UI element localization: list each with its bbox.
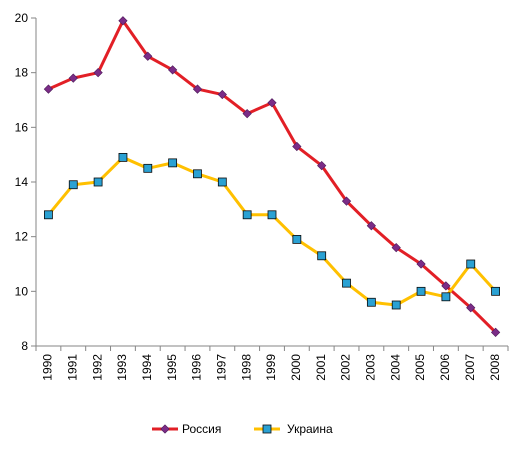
data-point-square xyxy=(292,234,302,244)
data-point-diamond xyxy=(416,259,426,269)
y-tick-label: 12 xyxy=(15,230,29,244)
series-line-2 xyxy=(46,155,498,307)
axes xyxy=(35,18,508,347)
x-tick-label: 1994 xyxy=(140,354,154,381)
data-point-square xyxy=(143,163,153,173)
data-point-diamond xyxy=(441,281,451,291)
data-point-square xyxy=(317,251,327,261)
data-point-diamond xyxy=(68,73,78,83)
data-point-diamond xyxy=(490,327,501,337)
y-tick-label: 10 xyxy=(15,284,29,298)
legend-label-1: Россия xyxy=(182,422,221,436)
data-point-square xyxy=(441,292,451,302)
data-point-diamond xyxy=(366,221,376,231)
y-tick-label: 8 xyxy=(21,339,28,353)
x-tick-label: 1996 xyxy=(190,354,204,381)
legend-marker-diamond xyxy=(160,424,170,434)
data-point-diamond xyxy=(391,242,401,253)
series-line-1 xyxy=(46,19,498,334)
data-point-diamond xyxy=(242,109,252,119)
y-tick-label: 20 xyxy=(15,11,29,25)
x-tick-label: 1992 xyxy=(90,354,104,381)
x-axis-ticks: 1990 1991 1992 1993 1994 1995 1996 1997 1998 1999… xyxy=(35,346,509,381)
x-tick-label: 1999 xyxy=(264,354,278,381)
data-point-square xyxy=(193,169,202,179)
data-point-diamond xyxy=(143,51,153,61)
x-tick-label: 2008 xyxy=(488,354,502,381)
y-axis-ticks: 8 10 12 14 16 18 20 xyxy=(15,11,36,353)
data-point-square xyxy=(68,180,78,190)
data-point-diamond xyxy=(217,89,227,100)
data-point-square xyxy=(342,278,351,288)
x-tick-label: 1993 xyxy=(115,354,129,381)
data-point-diamond xyxy=(192,84,203,94)
data-point-square xyxy=(416,286,426,296)
data-point-square xyxy=(44,210,53,220)
data-point-square xyxy=(118,152,128,162)
x-tick-label: 2000 xyxy=(289,354,303,381)
data-point-diamond xyxy=(43,84,54,94)
x-tick-label: 1998 xyxy=(239,354,253,381)
x-tick-label: 2007 xyxy=(463,354,477,381)
x-tick-label: 2003 xyxy=(364,354,378,381)
data-point-square xyxy=(366,297,376,307)
data-point-diamond xyxy=(168,65,178,75)
x-tick-label: 1990 xyxy=(41,354,55,381)
data-point-square xyxy=(168,158,178,168)
y-tick-label: 14 xyxy=(15,175,29,189)
data-point-square xyxy=(391,300,401,310)
legend: Россия Украина xyxy=(152,422,333,436)
x-tick-label: 2001 xyxy=(314,354,328,381)
data-point-diamond xyxy=(341,196,352,206)
data-point-square xyxy=(466,259,476,269)
legend-marker-square xyxy=(262,424,272,434)
x-tick-label: 1997 xyxy=(214,354,228,381)
data-point-diamond xyxy=(466,303,476,313)
series-layer xyxy=(43,16,501,337)
x-tick-label: 2005 xyxy=(413,354,427,381)
data-point-square xyxy=(491,286,500,296)
data-point-diamond xyxy=(267,98,277,108)
legend-label-2: Украина xyxy=(287,422,333,436)
data-point-diamond xyxy=(118,16,128,26)
data-point-diamond xyxy=(292,141,302,152)
x-tick-label: 1991 xyxy=(65,354,79,381)
data-point-diamond xyxy=(317,160,327,171)
data-point-square xyxy=(217,177,227,187)
data-point-diamond xyxy=(93,68,103,78)
y-tick-label: 16 xyxy=(15,120,29,134)
data-point-square xyxy=(267,210,277,220)
x-tick-label: 2006 xyxy=(438,354,452,381)
y-tick-label: 18 xyxy=(15,66,29,80)
data-point-square xyxy=(93,177,103,187)
x-tick-label: 2004 xyxy=(388,354,402,381)
x-tick-label: 2002 xyxy=(339,354,353,381)
x-tick-label: 1995 xyxy=(165,354,179,381)
data-point-square xyxy=(242,210,252,220)
